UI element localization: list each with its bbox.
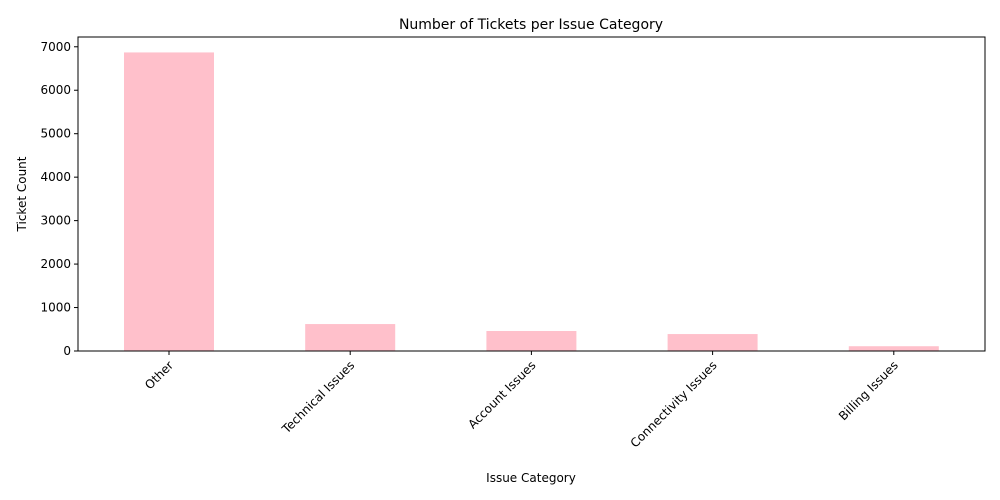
y-tick-label: 1000: [40, 301, 71, 315]
x-tick-label: Technical Issues: [279, 358, 358, 437]
y-tick-label: 5000: [40, 127, 71, 141]
bars-group: [124, 52, 939, 351]
bar-account-issues: [486, 331, 577, 351]
y-tick-label: 7000: [40, 40, 71, 54]
x-axis-ticks: Other Technical Issues Account Issues Conne…: [142, 351, 901, 450]
y-axis-title: Ticket Count: [15, 156, 29, 232]
x-tick-label: Other: [142, 358, 176, 392]
x-tick-label: Account Issues: [465, 358, 538, 431]
y-tick-label: 4000: [40, 170, 71, 184]
bar-other: [124, 52, 214, 351]
bar-billing-issues: [848, 346, 939, 351]
x-axis-title: Issue Category: [486, 471, 576, 485]
y-tick-label: 3000: [40, 214, 71, 228]
bar-technical-issues: [305, 324, 396, 351]
x-tick-label: Billing Issues: [836, 358, 901, 423]
y-tick-label: 6000: [40, 83, 71, 97]
plot-frame: [77, 36, 986, 352]
y-tick-label: 2000: [40, 257, 71, 271]
y-axis-ticks: 0 1000 2000 3000 4000 5000 6000 7000: [40, 40, 78, 358]
x-tick-label: Connectivity Issues: [628, 358, 720, 450]
y-tick-label: 0: [63, 344, 71, 358]
bar-connectivity-issues: [667, 334, 758, 351]
chart-title: Number of Tickets per Issue Category: [399, 17, 663, 33]
